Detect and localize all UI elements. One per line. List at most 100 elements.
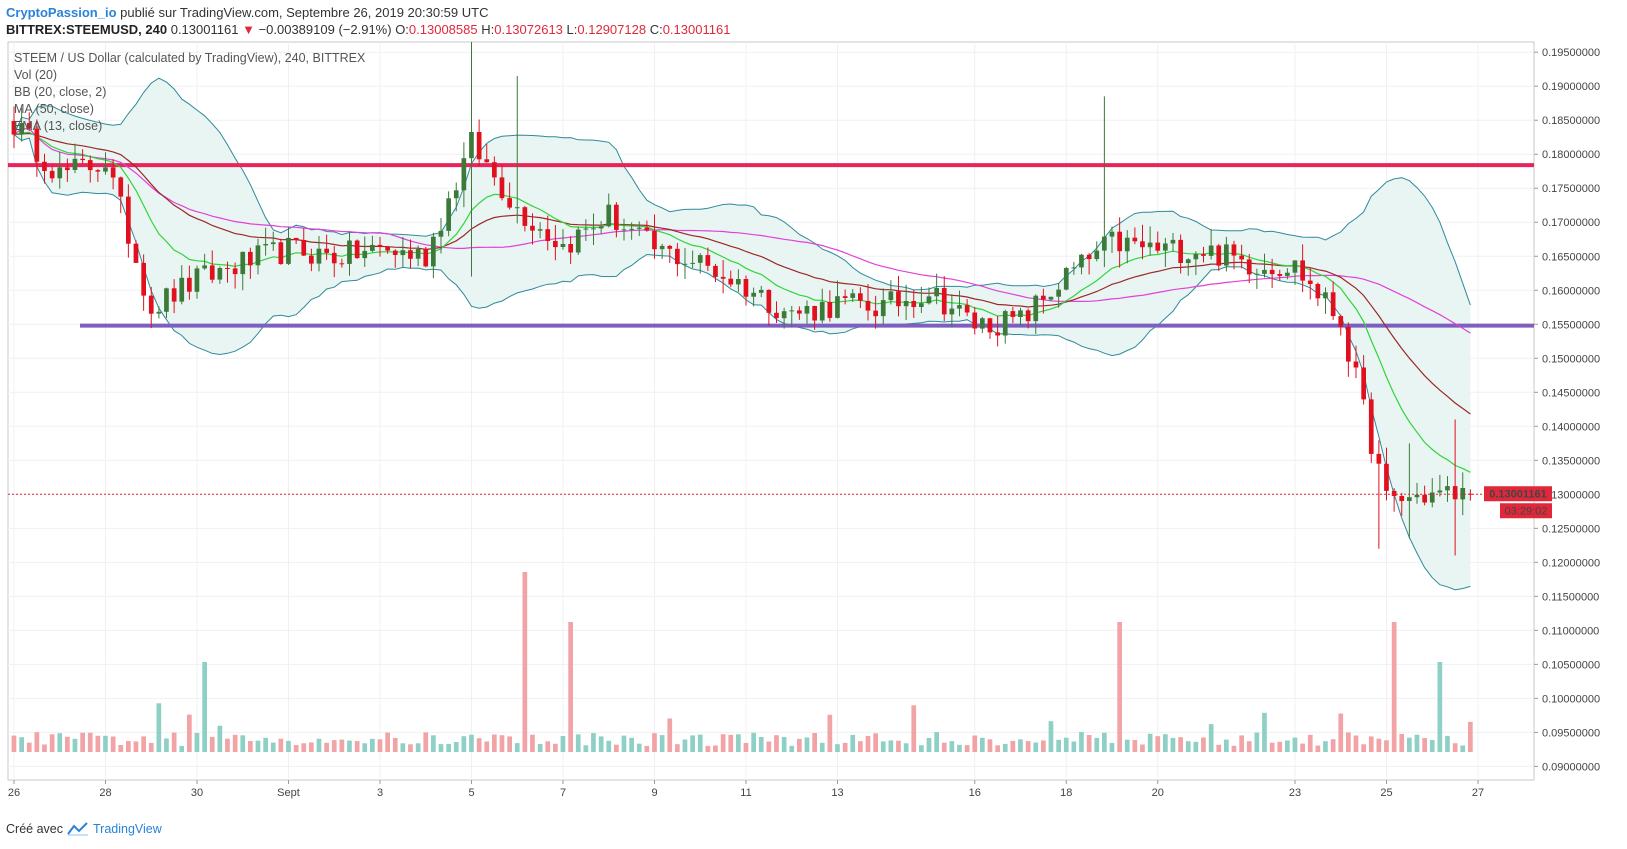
price-chart[interactable]: 0.19500000 0.19000000 0.18500000 0.18000000… xyxy=(0,40,1627,820)
tradingview-logo-icon xyxy=(67,822,88,836)
candle xyxy=(453,182,459,212)
volume-bar xyxy=(49,734,55,752)
volume-bar xyxy=(232,734,238,752)
candle-body xyxy=(110,167,116,178)
candle xyxy=(751,287,756,307)
candle-body xyxy=(1132,237,1138,242)
candle-body xyxy=(1033,295,1039,322)
candle xyxy=(484,144,490,163)
candle xyxy=(42,153,47,184)
candle-body xyxy=(1277,274,1283,276)
volume-bar xyxy=(1086,735,1092,752)
candle xyxy=(263,227,268,256)
chart-frame xyxy=(7,41,1535,781)
footer: Créé avec TradingView xyxy=(6,822,162,836)
candle xyxy=(568,236,573,264)
candle xyxy=(1300,244,1305,293)
volume-bar xyxy=(560,736,566,752)
candle xyxy=(934,273,939,305)
candle xyxy=(133,240,139,263)
volume-bar xyxy=(675,744,680,752)
candle-body xyxy=(408,250,413,259)
volume-bar xyxy=(720,734,726,752)
price-tick-label: 0.17000000 xyxy=(1542,217,1600,229)
volume-bar xyxy=(819,742,825,752)
candle-body xyxy=(194,268,200,292)
time-tick-label: 16 xyxy=(969,787,981,799)
candle xyxy=(652,214,657,259)
candle xyxy=(781,307,787,329)
candle xyxy=(1414,482,1420,504)
volume-bar xyxy=(95,735,101,752)
candle xyxy=(209,250,215,284)
candle-body xyxy=(1429,492,1435,503)
volume-bar xyxy=(171,732,177,752)
candle xyxy=(80,149,85,164)
candle-body xyxy=(484,159,490,163)
candle xyxy=(888,280,894,305)
candle xyxy=(1208,229,1214,260)
volume-bar xyxy=(26,742,32,752)
candle xyxy=(1140,224,1145,260)
candle xyxy=(438,217,444,254)
candle xyxy=(1002,309,1008,344)
volume-bar xyxy=(507,736,512,752)
author-link[interactable]: CryptoPassion_io xyxy=(6,5,117,20)
volume-bar xyxy=(789,745,795,752)
volume-bar xyxy=(842,742,848,752)
candle xyxy=(842,289,848,305)
candle xyxy=(1269,258,1275,289)
candle xyxy=(1323,287,1328,314)
candle xyxy=(240,251,246,291)
candle-body xyxy=(1391,490,1397,496)
candle-body xyxy=(667,245,673,249)
volume-bar xyxy=(400,743,406,752)
candle-body xyxy=(240,251,246,275)
volume-bar xyxy=(911,705,917,752)
time-axis[interactable]: 26 28 30 Sept 3 5 7 9 11 13 16 18 20 23 25 27 xyxy=(8,780,1484,799)
volume-bar xyxy=(1376,738,1382,752)
volume-bar xyxy=(80,732,85,752)
volume-bar xyxy=(248,741,253,752)
volume-bar xyxy=(110,736,116,752)
candle xyxy=(179,265,185,305)
candle xyxy=(1285,268,1290,280)
volume-bar xyxy=(1208,724,1214,752)
candle-body xyxy=(65,167,70,171)
candle xyxy=(110,159,116,190)
candle-body xyxy=(949,308,955,315)
candle xyxy=(408,239,413,269)
candle xyxy=(614,202,619,238)
candle-body xyxy=(659,245,665,250)
chart-legend: STEEM / US Dollar (calculated by Trading… xyxy=(14,51,366,133)
candle-body xyxy=(248,251,253,266)
volume-bar xyxy=(179,745,185,752)
price-axis[interactable]: 0.19500000 0.19000000 0.18500000 0.18000000… xyxy=(1534,47,1600,773)
candle xyxy=(919,286,924,314)
candle xyxy=(1246,253,1252,283)
volume-bar xyxy=(354,741,360,752)
candle xyxy=(995,316,1000,347)
price-tick-label: 0.13500000 xyxy=(1542,455,1600,467)
candle-body xyxy=(896,291,901,307)
candle xyxy=(301,228,307,257)
candle-body xyxy=(865,300,871,311)
volume-bar xyxy=(850,734,856,752)
candle-body xyxy=(644,227,650,231)
candle xyxy=(141,254,146,311)
candle-body xyxy=(980,318,985,329)
candle xyxy=(1231,240,1237,270)
volume-bar xyxy=(1262,712,1267,752)
volume-bar xyxy=(537,744,543,752)
volume-bar xyxy=(1185,741,1191,752)
volume-bar xyxy=(1002,743,1008,752)
countdown-tag xyxy=(1500,503,1552,519)
candle xyxy=(941,276,947,322)
candle-body xyxy=(568,244,573,253)
candle xyxy=(591,213,596,246)
candle-body xyxy=(1368,399,1374,454)
tradingview-brand-link[interactable]: TradingView xyxy=(92,822,162,836)
candle-body xyxy=(995,332,1000,336)
candle-body xyxy=(57,167,63,179)
volume-bar xyxy=(194,733,200,752)
